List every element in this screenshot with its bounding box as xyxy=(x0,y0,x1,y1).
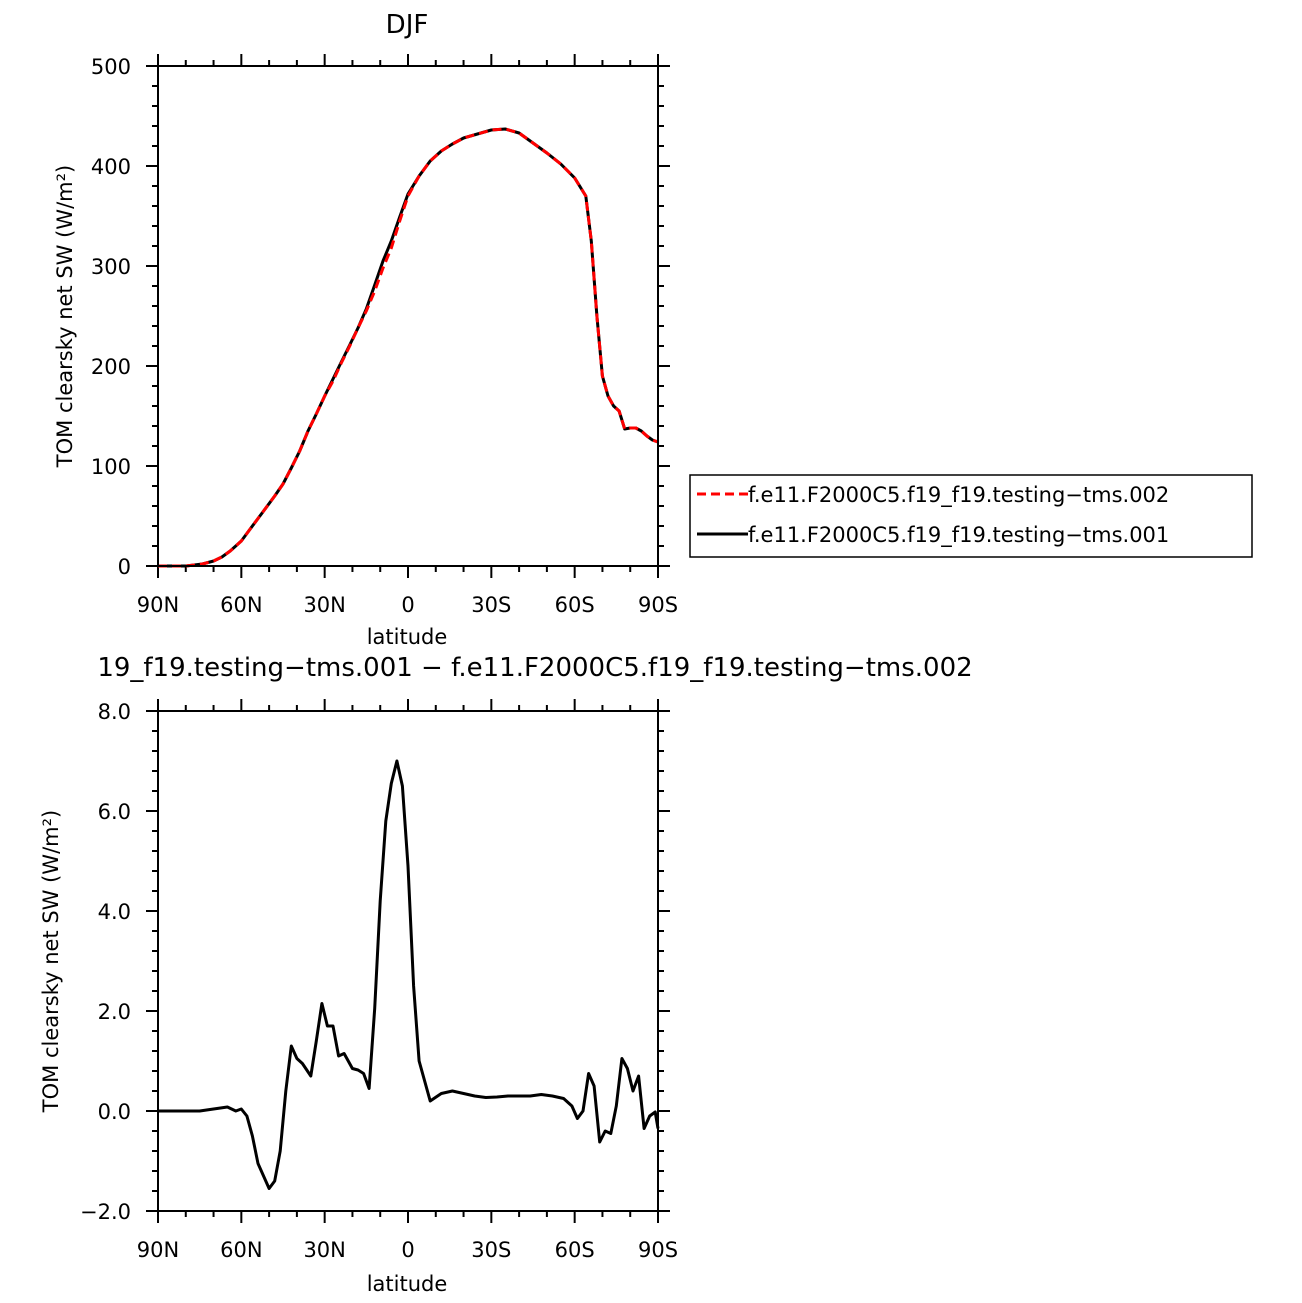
x-tick-label: 60S xyxy=(555,593,595,617)
x-tick-label: 0 xyxy=(401,1238,414,1262)
bottom-panel-series xyxy=(158,759,660,1190)
bottom-panel-xlabel: latitude xyxy=(367,1272,448,1296)
x-tick-label: 90N xyxy=(137,593,179,617)
x-tick-label: 90S xyxy=(638,593,678,617)
top-panel-ticks: 0 100 200 300 400 500 90N 60N 30N 0 30S 60S 90S xyxy=(91,54,678,617)
series-line-0 xyxy=(158,127,659,568)
y-tick-label: 6.0 xyxy=(98,800,131,824)
x-tick-label: 60N xyxy=(220,1238,262,1262)
x-tick-label: 30S xyxy=(471,1238,511,1262)
x-tick-label: 60S xyxy=(555,1238,595,1262)
x-tick-label: 90S xyxy=(638,1238,678,1262)
y-tick-label: −2.0 xyxy=(80,1200,131,1224)
y-tick-label: 100 xyxy=(91,455,131,479)
legend-label-tms-002: f.e11.F2000C5.f19_f19.testing−tms.002 xyxy=(748,483,1169,508)
legend: f.e11.F2000C5.f19_f19.testing−tms.002 f.… xyxy=(689,474,1253,558)
top-panel-xlabel: latitude xyxy=(367,625,448,649)
legend-label-tms-001: f.e11.F2000C5.f19_f19.testing−tms.001 xyxy=(748,523,1169,548)
y-tick-label: 4.0 xyxy=(98,900,131,924)
bottom-panel-frame xyxy=(157,710,659,1212)
top-panel-ylabel: TOM clearsky net SW (W/m²) xyxy=(53,165,77,468)
x-tick-label: 90N xyxy=(137,1238,179,1262)
top-panel-frame xyxy=(157,65,659,567)
y-tick-label: 300 xyxy=(91,255,131,279)
x-tick-label: 30N xyxy=(303,593,345,617)
x-tick-label: 60N xyxy=(220,593,262,617)
y-tick-label: 200 xyxy=(91,355,131,379)
y-tick-label: 500 xyxy=(91,55,131,79)
y-tick-label: 8.0 xyxy=(98,700,131,724)
y-tick-label: 2.0 xyxy=(98,1000,131,1024)
bottom-panel-title: 19_f19.testing−tms.001 − f.e11.F2000C5.f… xyxy=(97,653,972,683)
y-tick-label: 400 xyxy=(91,155,131,179)
bottom-panel-ticks: −2.0 0.0 2.0 4.0 6.0 8.0 90N 60N 30N 0 30S 60S 90S xyxy=(80,699,678,1262)
top-panel-title: DJF xyxy=(386,10,429,40)
x-tick-label: 30S xyxy=(471,593,511,617)
y-tick-label: 0 xyxy=(118,555,131,579)
bottom-panel: 19_f19.testing−tms.001 − f.e11.F2000C5.f… xyxy=(39,653,973,1296)
series-line-0 xyxy=(158,759,660,1190)
top-panel-series xyxy=(158,127,659,568)
y-tick-label: 0.0 xyxy=(98,1100,131,1124)
legend-box xyxy=(689,474,1253,558)
x-tick-label: 30N xyxy=(303,1238,345,1262)
x-tick-label: 0 xyxy=(401,593,414,617)
bottom-panel-ylabel: TOM clearsky net SW (W/m²) xyxy=(39,810,63,1113)
